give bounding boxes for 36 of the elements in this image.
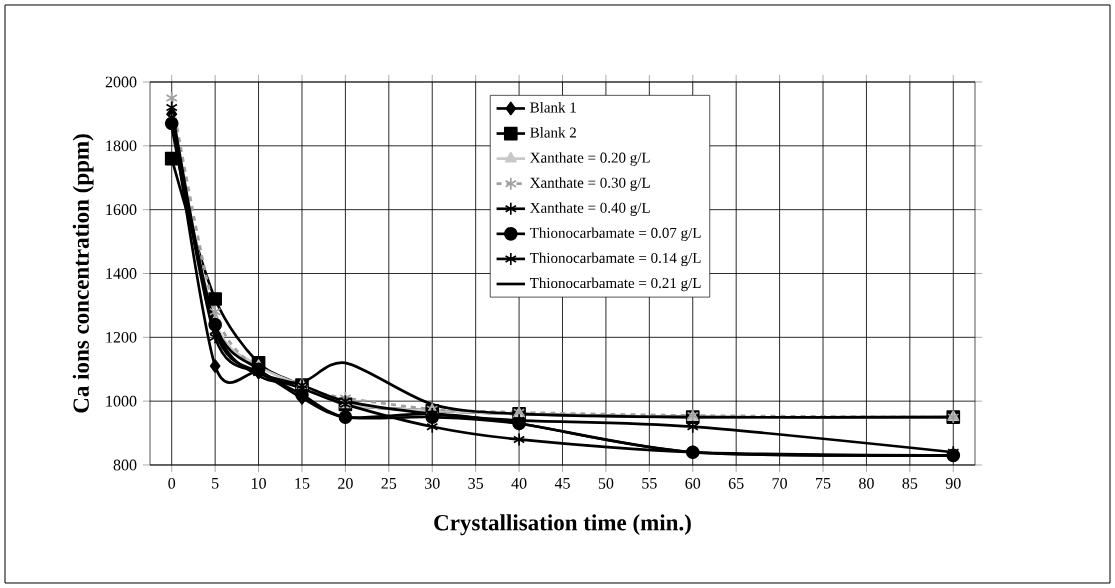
x-tick-label: 5 <box>212 477 219 489</box>
x-tick-label: 85 <box>902 477 918 489</box>
x-tick-label: 55 <box>642 477 657 489</box>
y-tick-label: 1200 <box>106 331 137 343</box>
x-tick-label: 80 <box>859 477 874 489</box>
x-tick-label: 35 <box>468 478 484 489</box>
legend-label: Thionocarbamate = 0.07 g/L <box>529 227 701 242</box>
x-axis-title: Crystallisation time (min.) <box>434 514 691 536</box>
x-tick-label: 40 <box>511 477 527 489</box>
x-tick-label: 65 <box>728 478 744 489</box>
y-axis-title: Ca ions concentration (ppm) <box>72 134 94 413</box>
x-tick-label: 15 <box>295 477 310 489</box>
y-tick-label: 1000 <box>106 395 137 407</box>
y-tick-label: 1400 <box>106 268 137 279</box>
legend-label: Xanthate = 0.40 g/L <box>530 202 650 216</box>
legend-label: Xanthate = 0.30 g/L <box>530 177 650 191</box>
y-tick-label: 800 <box>113 459 137 471</box>
y-tick-label: 1800 <box>106 140 137 152</box>
legend-label: Thionocarbamate = 0.21 g/L <box>529 277 701 292</box>
legend-label: Blank 1 <box>530 102 576 113</box>
legend-label: Thionocarbamate = 0.14 g/L <box>529 252 701 267</box>
x-tick-label: 90 <box>945 477 961 489</box>
x-tick-label: 25 <box>381 478 397 489</box>
y-tick-label: 1600 <box>106 204 137 216</box>
x-tick-label: 70 <box>772 477 787 489</box>
x-tick-label: 50 <box>598 477 614 489</box>
x-tick-label: 30 <box>425 477 440 489</box>
x-tick-label: 45 <box>554 477 570 489</box>
x-tick-label: 0 <box>168 477 176 489</box>
legend-label: Blank 2 <box>530 127 576 138</box>
legend-label: Xanthate = 0.20 g/L <box>530 152 650 166</box>
x-tick-label: 75 <box>816 477 831 489</box>
x-tick-label: 60 <box>685 477 701 489</box>
x-tick-label: 20 <box>338 477 353 489</box>
y-tick-label: 2000 <box>105 76 137 88</box>
x-tick-label: 10 <box>251 477 266 489</box>
